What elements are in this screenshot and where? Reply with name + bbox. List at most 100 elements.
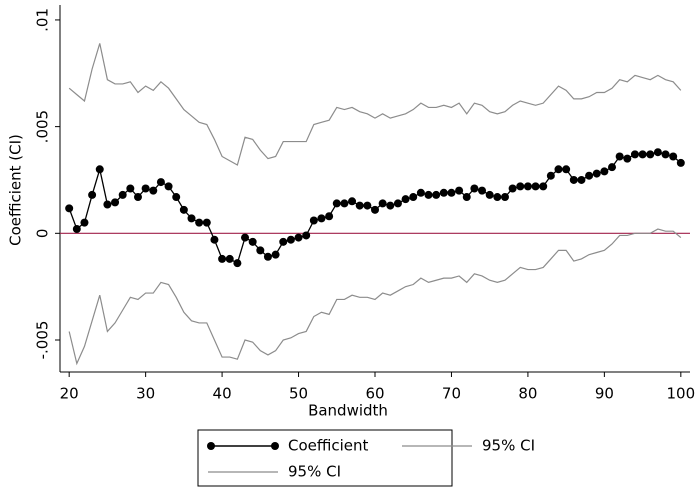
data-point bbox=[133, 193, 142, 202]
data-point bbox=[500, 193, 509, 202]
data-point bbox=[554, 165, 563, 174]
data-point bbox=[340, 199, 349, 208]
data-point bbox=[286, 235, 295, 244]
x-tick-label: 70 bbox=[442, 385, 461, 403]
data-point bbox=[317, 214, 326, 223]
data-point bbox=[348, 197, 357, 206]
x-tick-label: 50 bbox=[289, 385, 308, 403]
data-point bbox=[187, 214, 196, 223]
data-point bbox=[72, 225, 81, 234]
data-point bbox=[432, 190, 441, 199]
data-point bbox=[309, 216, 318, 225]
data-point bbox=[455, 186, 464, 195]
y-tick-label: 0 bbox=[34, 229, 52, 239]
data-point bbox=[202, 218, 211, 227]
data-point bbox=[600, 167, 609, 176]
data-point bbox=[439, 188, 448, 197]
legend-label: 95% CI bbox=[288, 463, 341, 481]
data-point bbox=[256, 246, 265, 255]
data-point bbox=[141, 184, 150, 193]
data-point bbox=[88, 190, 97, 199]
data-point bbox=[218, 254, 227, 263]
x-axis-title: Bandwidth bbox=[308, 402, 388, 420]
x-tick-label: 60 bbox=[365, 385, 384, 403]
data-point bbox=[355, 201, 364, 210]
data-point bbox=[676, 158, 685, 167]
data-point bbox=[294, 233, 303, 242]
data-point bbox=[630, 150, 639, 159]
data-point bbox=[80, 218, 89, 227]
data-point bbox=[233, 259, 242, 268]
data-point bbox=[111, 198, 120, 207]
data-point bbox=[126, 184, 135, 193]
data-point bbox=[118, 190, 127, 199]
data-point bbox=[508, 184, 517, 193]
series-line bbox=[68, 43, 682, 166]
legend-box bbox=[197, 429, 453, 487]
y-tick-label: .005 bbox=[34, 110, 52, 143]
data-point bbox=[302, 231, 311, 240]
data-point bbox=[332, 199, 341, 208]
data-point bbox=[172, 193, 181, 202]
data-point bbox=[447, 188, 456, 197]
x-tick-label: 30 bbox=[136, 385, 155, 403]
data-point bbox=[646, 150, 655, 159]
data-point bbox=[371, 205, 379, 214]
data-point bbox=[531, 182, 540, 191]
y-tick-label: -.005 bbox=[34, 321, 52, 360]
data-point bbox=[638, 150, 647, 159]
data-point bbox=[279, 237, 288, 246]
data-point bbox=[210, 235, 219, 244]
data-point bbox=[65, 204, 74, 213]
data-point bbox=[416, 188, 425, 197]
x-tick-label: 100 bbox=[667, 385, 696, 403]
y-axis-title: Coefficient (CI) bbox=[7, 134, 25, 246]
data-point bbox=[225, 254, 234, 263]
data-point bbox=[195, 218, 204, 227]
data-point bbox=[523, 182, 532, 191]
data-point bbox=[592, 169, 601, 178]
data-point bbox=[462, 193, 471, 202]
data-point bbox=[516, 182, 525, 191]
data-point bbox=[569, 175, 578, 184]
legend-label: 95% CI bbox=[482, 437, 535, 455]
legend-marker bbox=[271, 442, 279, 450]
data-point bbox=[386, 201, 395, 210]
data-point bbox=[485, 190, 494, 199]
data-point bbox=[585, 171, 594, 180]
data-point bbox=[378, 199, 387, 208]
data-point bbox=[661, 150, 670, 159]
data-point bbox=[95, 165, 104, 174]
data-point bbox=[164, 182, 173, 191]
data-point bbox=[156, 178, 165, 187]
data-point bbox=[470, 184, 479, 193]
x-tick-label: 90 bbox=[595, 385, 614, 403]
y-tick-label: .01 bbox=[34, 8, 52, 32]
data-point bbox=[241, 233, 250, 242]
data-point bbox=[263, 252, 272, 261]
data-point bbox=[149, 186, 158, 195]
x-tick-label: 40 bbox=[213, 385, 232, 403]
data-point bbox=[409, 193, 418, 202]
data-point bbox=[424, 190, 433, 199]
data-point bbox=[653, 148, 662, 157]
data-point bbox=[546, 171, 555, 180]
data-point bbox=[669, 152, 678, 161]
data-point bbox=[103, 200, 112, 209]
data-point bbox=[478, 186, 487, 195]
data-point bbox=[623, 154, 632, 163]
data-point bbox=[325, 212, 334, 221]
data-point bbox=[493, 193, 502, 202]
data-point bbox=[615, 152, 624, 161]
legend-label: Coefficient bbox=[288, 437, 369, 455]
data-point bbox=[608, 163, 617, 172]
x-tick-label: 20 bbox=[60, 385, 79, 403]
legend-marker bbox=[207, 442, 215, 450]
x-tick-label: 80 bbox=[518, 385, 537, 403]
data-point bbox=[363, 201, 372, 210]
data-point bbox=[393, 199, 402, 208]
data-point bbox=[271, 250, 280, 259]
data-point bbox=[562, 165, 571, 174]
data-point bbox=[577, 175, 586, 184]
data-point bbox=[248, 237, 257, 246]
